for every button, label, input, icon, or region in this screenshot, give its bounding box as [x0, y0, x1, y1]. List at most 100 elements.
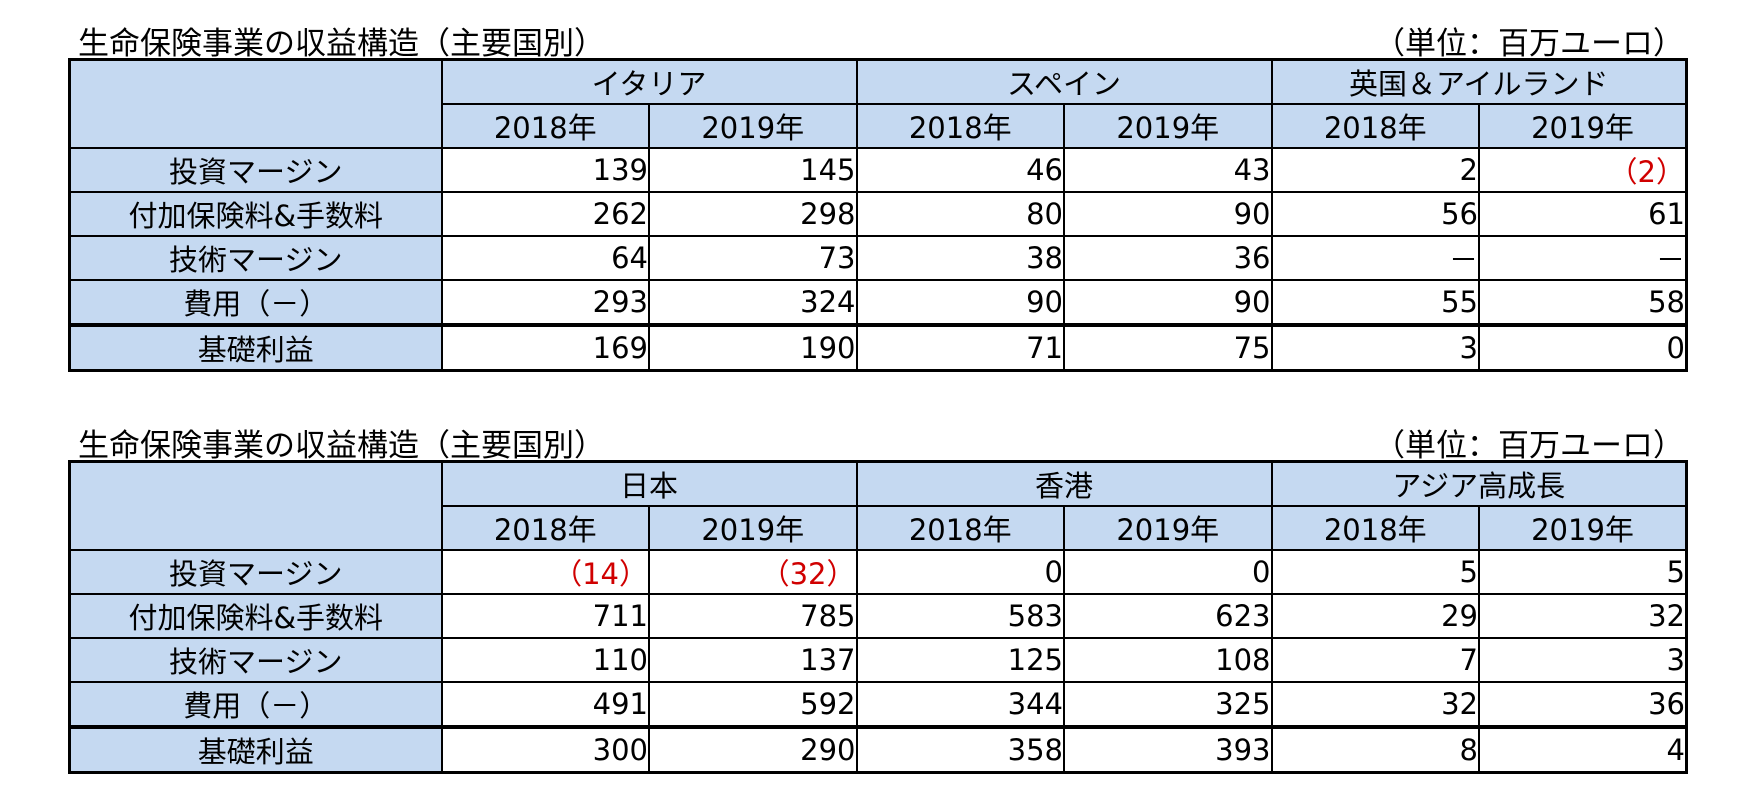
value-cell: 3: [1270, 323, 1480, 372]
negative-value-cell: （14）: [440, 549, 650, 595]
year-header: 2018年: [440, 103, 650, 149]
revenue-table-1: イタリア スペイン 英国＆アイルランド 2018年 2019年 2018年 20…: [68, 58, 1688, 372]
table-title-bar: 生命保険事業の収益構造（主要国別） （単位：百万ユーロ）: [68, 418, 1688, 464]
value-cell: 290: [648, 725, 858, 774]
group-header: 英国＆アイルランド: [1270, 58, 1688, 105]
value-cell: 0: [1063, 549, 1273, 595]
value-cell: －: [1270, 235, 1480, 281]
value-cell: 785: [648, 593, 858, 639]
year-header: 2018年: [855, 103, 1065, 149]
table-row: 技術マージン 64 73 38 36 － －: [68, 235, 1688, 281]
value-cell: 711: [440, 593, 650, 639]
group-header: 日本: [440, 460, 858, 507]
header-row-years: 2018年 2019年 2018年 2019年 2018年 2019年: [70, 505, 1688, 551]
value-cell: 344: [855, 681, 1065, 728]
year-header: 2018年: [1270, 505, 1480, 551]
table-row: 投資マージン 139 145 46 43 2 （2）: [68, 147, 1688, 193]
value-cell: 46: [855, 147, 1065, 193]
value-cell: 139: [440, 147, 650, 193]
value-cell: 145: [648, 147, 858, 193]
value-cell: 58: [1478, 279, 1688, 326]
value-cell: 169: [440, 323, 650, 372]
year-header: 2019年: [1063, 103, 1273, 149]
value-cell: 3: [1478, 637, 1688, 683]
value-cell: 623: [1063, 593, 1273, 639]
value-cell: 36: [1063, 235, 1273, 281]
value-cell: 125: [855, 637, 1065, 683]
corner-cell: [68, 58, 443, 149]
unit-label: （単位：百万ユーロ）: [1374, 26, 1684, 62]
row-label: 付加保険料&手数料: [68, 593, 443, 639]
value-cell: 75: [1063, 323, 1273, 372]
value-cell: 0: [1478, 323, 1688, 372]
table-row: 付加保険料&手数料 711 785 583 623 29 32: [68, 593, 1688, 639]
value-cell: 71: [855, 323, 1065, 372]
header-row-years: 2018年 2019年 2018年 2019年 2018年 2019年: [70, 103, 1688, 149]
value-cell: 190: [648, 323, 858, 372]
unit-label: （単位：百万ユーロ）: [1374, 428, 1684, 464]
year-header: 2018年: [440, 505, 650, 551]
group-header: 香港: [855, 460, 1273, 507]
group-header: スペイン: [855, 58, 1273, 105]
value-cell: 55: [1270, 279, 1480, 326]
header-row-groups: イタリア スペイン 英国＆アイルランド: [68, 58, 1688, 149]
table-block-2: 生命保険事業の収益構造（主要国別） （単位：百万ユーロ） 日本 香港 アジア高成…: [68, 418, 1688, 774]
row-label: 技術マージン: [68, 235, 443, 281]
value-cell: 32: [1270, 681, 1480, 728]
table-title: 生命保険事業の収益構造（主要国別）: [78, 428, 605, 464]
value-cell: －: [1478, 235, 1688, 281]
value-cell: 324: [648, 279, 858, 326]
total-row: 基礎利益 169 190 71 75 3 0: [68, 323, 1688, 372]
value-cell: 90: [1063, 279, 1273, 326]
header-row-groups: 日本 香港 アジア高成長: [68, 460, 1688, 551]
value-cell: 137: [648, 637, 858, 683]
row-label: 基礎利益: [68, 323, 443, 372]
year-header: 2019年: [1478, 505, 1688, 551]
value-cell: 56: [1270, 191, 1480, 237]
value-cell: 592: [648, 681, 858, 728]
value-cell: 0: [855, 549, 1065, 595]
negative-value-cell: （32）: [648, 549, 858, 595]
row-label: 投資マージン: [68, 549, 443, 595]
year-header: 2018年: [855, 505, 1065, 551]
value-cell: 4: [1478, 725, 1688, 774]
row-label: 費用（－）: [68, 279, 443, 326]
value-cell: 90: [855, 279, 1065, 326]
total-row: 基礎利益 300 290 358 393 8 4: [68, 725, 1688, 774]
value-cell: 110: [440, 637, 650, 683]
table-row: 技術マージン 110 137 125 108 7 3: [68, 637, 1688, 683]
value-cell: 108: [1063, 637, 1273, 683]
value-cell: 8: [1270, 725, 1480, 774]
value-cell: 43: [1063, 147, 1273, 193]
table-row: 費用（－） 293 324 90 90 55 58: [68, 279, 1688, 326]
value-cell: 5: [1478, 549, 1688, 595]
value-cell: 73: [648, 235, 858, 281]
value-cell: 583: [855, 593, 1065, 639]
row-label: 基礎利益: [68, 725, 443, 774]
year-header: 2019年: [648, 103, 858, 149]
value-cell: 29: [1270, 593, 1480, 639]
value-cell: 36: [1478, 681, 1688, 728]
value-cell: 7: [1270, 637, 1480, 683]
table-row: 投資マージン （14） （32） 0 0 5 5: [68, 549, 1688, 595]
value-cell: 262: [440, 191, 650, 237]
value-cell: 393: [1063, 725, 1273, 774]
row-label: 付加保険料&手数料: [68, 191, 443, 237]
value-cell: 38: [855, 235, 1065, 281]
year-header: 2019年: [648, 505, 858, 551]
value-cell: 64: [440, 235, 650, 281]
table-row: 費用（－） 491 592 344 325 32 36: [68, 681, 1688, 728]
value-cell: 80: [855, 191, 1065, 237]
year-header: 2018年: [1270, 103, 1480, 149]
table-title-bar: 生命保険事業の収益構造（主要国別） （単位：百万ユーロ）: [68, 16, 1688, 62]
value-cell: 61: [1478, 191, 1688, 237]
group-header: イタリア: [440, 58, 858, 105]
value-cell: 298: [648, 191, 858, 237]
value-cell: 2: [1270, 147, 1480, 193]
value-cell: 300: [440, 725, 650, 774]
table-block-1: 生命保険事業の収益構造（主要国別） （単位：百万ユーロ） イタリア スペイン 英…: [68, 16, 1688, 372]
corner-cell: [68, 460, 443, 551]
negative-value-cell: （2）: [1478, 147, 1688, 193]
value-cell: 32: [1478, 593, 1688, 639]
year-header: 2019年: [1478, 103, 1688, 149]
